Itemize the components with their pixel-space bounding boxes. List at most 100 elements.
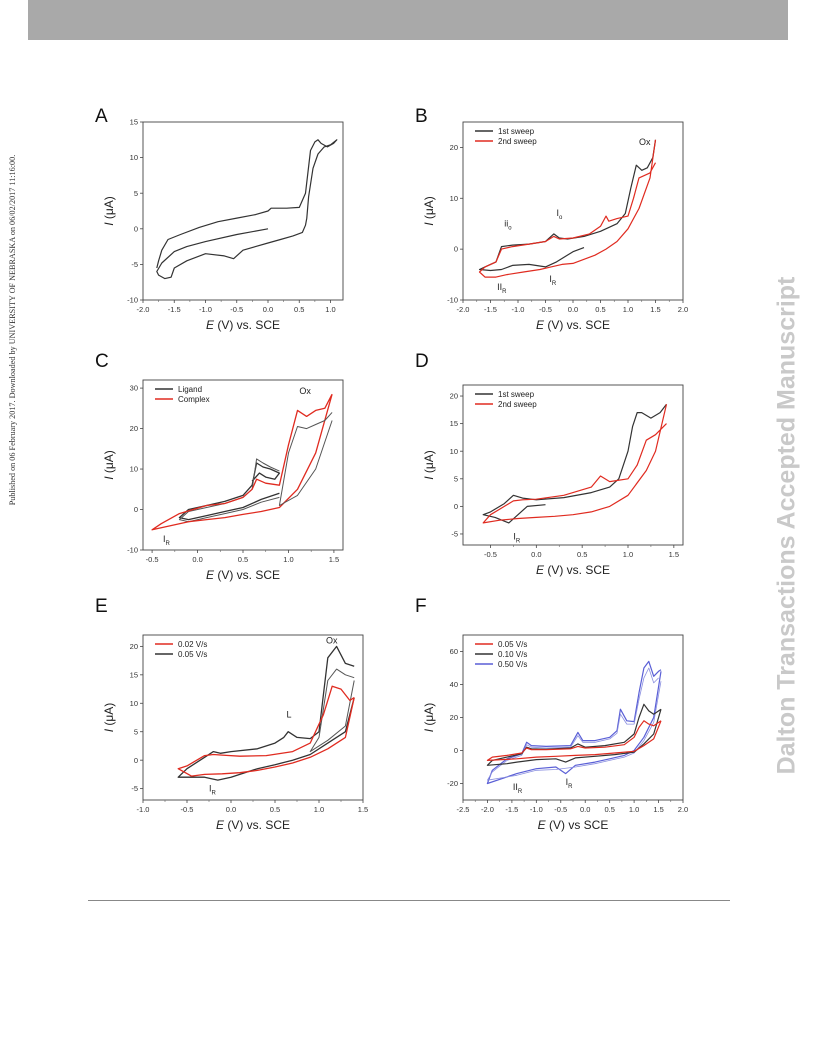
x-tick-label: 1.0 bbox=[314, 805, 324, 814]
x-tick-label: -1.0 bbox=[512, 305, 525, 314]
legend-entry: Complex bbox=[178, 395, 210, 404]
y-tick-label: 0 bbox=[134, 224, 138, 233]
series-line bbox=[151, 393, 333, 531]
legend-entry: 1st sweep bbox=[498, 127, 535, 136]
series-line bbox=[486, 660, 662, 785]
x-tick-label: 0.5 bbox=[595, 305, 605, 314]
x-tick-label: -1.0 bbox=[137, 805, 150, 814]
legend-entry: 0.05 V/s bbox=[498, 640, 527, 649]
plot-frame bbox=[462, 121, 684, 301]
x-tick-label: 0.5 bbox=[577, 550, 587, 559]
series-line bbox=[177, 685, 355, 777]
y-axis-label: I (μA) bbox=[102, 703, 116, 733]
series-line bbox=[482, 403, 667, 524]
x-tick-label: 0.5 bbox=[604, 805, 614, 814]
series-line bbox=[178, 462, 281, 521]
x-tick-label: 1.0 bbox=[623, 305, 633, 314]
y-tick-label: 10 bbox=[450, 447, 458, 456]
x-tick-label: 1.5 bbox=[653, 805, 663, 814]
annotation-label: iio bbox=[504, 218, 512, 231]
publication-sidebar-text: Published on 06 February 2017. Downloade… bbox=[8, 154, 17, 506]
chart-panel-e: E -1.0 -0.5 0.0 0.5 1.0 1.5 -5 0 5 10 15 20 E (V) vs.… bbox=[95, 596, 368, 832]
y-axis-label: I (μA) bbox=[422, 196, 436, 226]
annotation-label: IIR bbox=[497, 282, 507, 295]
x-tick-label: -1.5 bbox=[168, 305, 181, 314]
annotation-label: L bbox=[286, 710, 291, 720]
x-tick-label: 0.0 bbox=[531, 550, 541, 559]
y-tick-label: 5 bbox=[454, 474, 458, 483]
series-line bbox=[478, 139, 657, 272]
chart-panel-b: B -2.0 -1.5 -1.0 -0.5 0.0 0.5 1.0 1.5 2.0 -10 0 10 20… bbox=[415, 106, 688, 332]
series-line bbox=[486, 720, 662, 761]
y-tick-label: -5 bbox=[451, 530, 458, 539]
y-axis-label: I (μA) bbox=[102, 450, 116, 480]
legend-entry: 0.50 V/s bbox=[498, 660, 527, 669]
panel-label: F bbox=[415, 596, 427, 617]
x-axis-label: E (V) vs. SCE bbox=[216, 818, 290, 832]
panel-label: B bbox=[415, 106, 428, 127]
header-bar bbox=[28, 0, 788, 40]
plot-frame bbox=[142, 634, 364, 801]
x-tick-label: -0.5 bbox=[484, 550, 497, 559]
y-tick-label: 0 bbox=[454, 502, 458, 511]
x-tick-label: 0.0 bbox=[568, 305, 578, 314]
chart-panel-a: A -2.0 -1.5 -1.0 -0.5 0.0 0.5 1.0 -10 -5 0 5 10 15 E (… bbox=[95, 106, 344, 332]
annotation-label: Ox bbox=[639, 137, 651, 147]
y-tick-label: 0 bbox=[134, 505, 138, 514]
chart-panel-c: C -0.5 0.0 0.5 1.0 1.5 -10 0 10 20 30 E (V) vs. SCE… bbox=[95, 351, 344, 582]
annotation-label: IIR bbox=[513, 782, 523, 795]
series-group bbox=[156, 139, 338, 280]
x-tick-label: 2.0 bbox=[678, 805, 688, 814]
y-tick-label: -5 bbox=[131, 784, 138, 793]
series-group bbox=[177, 645, 355, 781]
x-tick-label: -0.5 bbox=[554, 805, 567, 814]
legend-entry: 0.02 V/s bbox=[178, 640, 207, 649]
series-line bbox=[487, 667, 662, 781]
x-tick-label: 0.0 bbox=[226, 805, 236, 814]
annotation-label: Ox bbox=[326, 636, 338, 646]
y-tick-label: 20 bbox=[130, 424, 138, 433]
annotation-label: Ox bbox=[299, 386, 311, 396]
panel-label: E bbox=[95, 596, 108, 617]
legend: 0.02 V/s0.05 V/s bbox=[155, 640, 207, 659]
series-line bbox=[278, 412, 333, 506]
legend-entry: 1st sweep bbox=[498, 390, 535, 399]
y-tick-label: 15 bbox=[130, 118, 138, 127]
y-axis-label: I (μA) bbox=[102, 196, 116, 226]
x-tick-label: -2.0 bbox=[481, 805, 494, 814]
series-line bbox=[478, 139, 657, 278]
x-tick-label: -1.5 bbox=[484, 305, 497, 314]
y-tick-label: -5 bbox=[131, 260, 138, 269]
y-tick-label: 10 bbox=[450, 194, 458, 203]
x-tick-label: 1.0 bbox=[623, 550, 633, 559]
x-tick-label: -2.5 bbox=[457, 805, 470, 814]
x-tick-label: 0.0 bbox=[580, 805, 590, 814]
panel-label: C bbox=[95, 351, 109, 372]
x-axis-label: E (V) vs. SCE bbox=[536, 563, 610, 577]
x-tick-label: -1.5 bbox=[505, 805, 518, 814]
x-tick-label: 0.5 bbox=[238, 555, 248, 564]
x-tick-label: 1.0 bbox=[283, 555, 293, 564]
y-tick-label: -10 bbox=[447, 296, 458, 305]
y-tick-label: -10 bbox=[127, 296, 138, 305]
x-axis-label: E (V) vs SCE bbox=[538, 818, 609, 832]
y-tick-label: -10 bbox=[127, 546, 138, 555]
legend-entry: 0.05 V/s bbox=[178, 650, 207, 659]
x-tick-label: -1.0 bbox=[199, 305, 212, 314]
legend-entry: 0.10 V/s bbox=[498, 650, 527, 659]
series-group bbox=[482, 403, 668, 524]
series-line bbox=[177, 645, 355, 781]
x-tick-label: 1.5 bbox=[650, 305, 660, 314]
x-tick-label: 1.0 bbox=[629, 805, 639, 814]
y-tick-label: 10 bbox=[130, 153, 138, 162]
y-tick-label: 40 bbox=[450, 680, 458, 689]
series-line bbox=[482, 404, 668, 524]
plot-frame bbox=[462, 634, 684, 801]
legend-entry: Ligand bbox=[178, 385, 202, 394]
x-tick-label: -0.5 bbox=[181, 805, 194, 814]
y-tick-label: 20 bbox=[130, 642, 138, 651]
y-tick-label: 20 bbox=[450, 143, 458, 152]
series-line bbox=[486, 703, 662, 766]
y-tick-label: 30 bbox=[130, 384, 138, 393]
